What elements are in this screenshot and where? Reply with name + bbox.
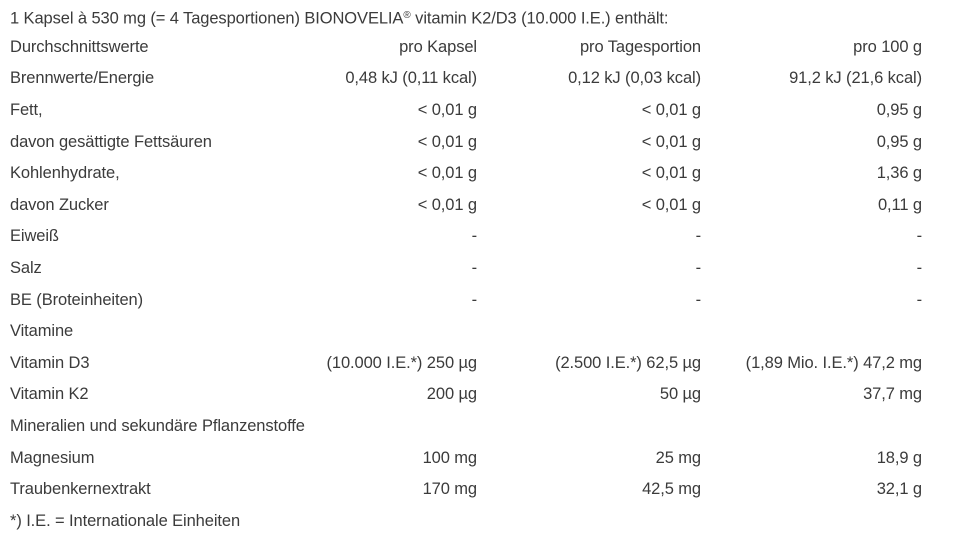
row-value: 37,7 mg [863,385,922,404]
table-row: Traubenkernextrakt 170 mg 42,5 mg 32,1 g [0,474,954,506]
table-row: Fett, < 0,01 g < 0,01 g 0,95 g [0,95,954,127]
row-value: 100 mg [422,448,478,467]
row-value: 32,1 g [876,480,922,499]
section-row: Mineralien und sekundäre Pflanzenstoffe [0,411,954,443]
row-value: 50 µg [659,385,701,404]
row-value: - [916,290,923,309]
table-header-row: Durchschnittswerte pro Kapsel pro Tagesp… [0,32,954,64]
table-row: Salz - - - [0,253,954,285]
footnote: *) I.E. = Internationale Einheiten [10,511,241,530]
row-value: 0,95 g [876,132,922,151]
table-row: davon gesättigte Fettsäuren < 0,01 g < 0,0… [0,126,954,158]
row-value: 0,12 kJ (0,03 kcal) [568,69,701,88]
row-value: (1,89 Mio. I.E.*) 47,2 mg [745,353,922,372]
section-label: Mineralien und sekundäre Pflanzenstoffe [10,417,305,436]
row-value: < 0,01 g [417,195,477,214]
row-label: Traubenkernextrakt [10,480,151,499]
row-label: Fett, [10,101,43,120]
row-value [701,411,954,443]
table-row: Vitamin K2 200 µg 50 µg 37,7 mg [0,379,954,411]
table-row: davon Zucker < 0,01 g < 0,01 g 0,11 g [0,190,954,222]
row-value: - [471,227,478,246]
registered-trademark-symbol: ® [403,10,411,21]
row-value [477,411,701,443]
row-value: 0,11 g [877,195,922,214]
row-value [701,316,954,348]
row-value: < 0,01 g [641,164,701,183]
row-value: 170 mg [422,480,478,499]
row-value: < 0,01 g [641,101,701,120]
column-header-pro-100g: pro 100 g [853,37,922,56]
row-value: 91,2 kJ (21,6 kcal) [789,69,922,88]
row-value: - [695,290,702,309]
row-value [310,411,477,443]
row-value: - [695,259,702,278]
row-label: davon gesättigte Fettsäuren [10,132,212,151]
table-row: Magnesium 100 mg 25 mg 18,9 g [0,442,954,474]
row-value: 1,36 g [876,164,922,183]
row-value: 0,95 g [876,101,922,120]
table-row: Vitamin D3 (10.000 I.E.*) 250 µg (2.500 I.… [0,348,954,380]
row-value [477,316,701,348]
row-label: Magnesium [10,448,95,467]
row-value: - [471,290,478,309]
column-header-durchschnittswerte: Durchschnittswerte [10,37,149,56]
row-label: BE (Broteinheiten) [10,290,144,309]
table-row: Eiweiß - - - [0,221,954,253]
row-value: 42,5 mg [642,480,701,499]
table-row: BE (Broteinheiten) - - - [0,284,954,316]
page-title: 1 Kapsel à 530 mg (= 4 Tagesportionen) B… [0,0,954,32]
row-value: (10.000 I.E.*) 250 µg [326,353,477,372]
column-header-pro-tagesportion: pro Tagesportion [579,37,701,56]
section-row: Vitamine [0,316,954,348]
row-value: < 0,01 g [417,164,477,183]
row-value: 18,9 g [876,448,922,467]
title-text-pre: 1 Kapsel à 530 mg (= 4 Tagesportionen) B… [10,9,404,28]
row-label: Vitamin D3 [10,353,90,372]
row-value: < 0,01 g [417,101,477,120]
section-label: Vitamine [10,322,74,341]
row-value: - [695,227,702,246]
row-value: < 0,01 g [641,132,701,151]
table-row: Brennwerte/Energie 0,48 kJ (0,11 kcal) 0,1… [0,63,954,95]
row-label: Vitamin K2 [10,385,89,404]
row-label: Kohlenhydrate, [10,164,120,183]
row-value: 200 µg [426,385,477,404]
row-label: Salz [10,259,42,278]
row-value: (2.500 I.E.*) 62,5 µg [555,353,701,372]
row-value: 0,48 kJ (0,11 kcal) [345,69,477,88]
row-value: - [916,259,923,278]
row-value: < 0,01 g [641,195,701,214]
row-label: davon Zucker [10,195,109,214]
title-text-post: vitamin K2/D3 (10.000 I.E.) enthält: [410,9,669,28]
table-row: Kohlenhydrate, < 0,01 g < 0,01 g 1,36 g [0,158,954,190]
row-value [310,316,477,348]
row-label: Eiweiß [10,227,59,246]
row-value: - [916,227,923,246]
row-label: Brennwerte/Energie [10,69,155,88]
row-value: - [471,259,478,278]
row-value: 25 mg [655,448,701,467]
nutrition-table: Durchschnittswerte pro Kapsel pro Tagesp… [0,32,954,506]
column-header-pro-kapsel: pro Kapsel [399,37,477,56]
row-value: < 0,01 g [417,132,477,151]
